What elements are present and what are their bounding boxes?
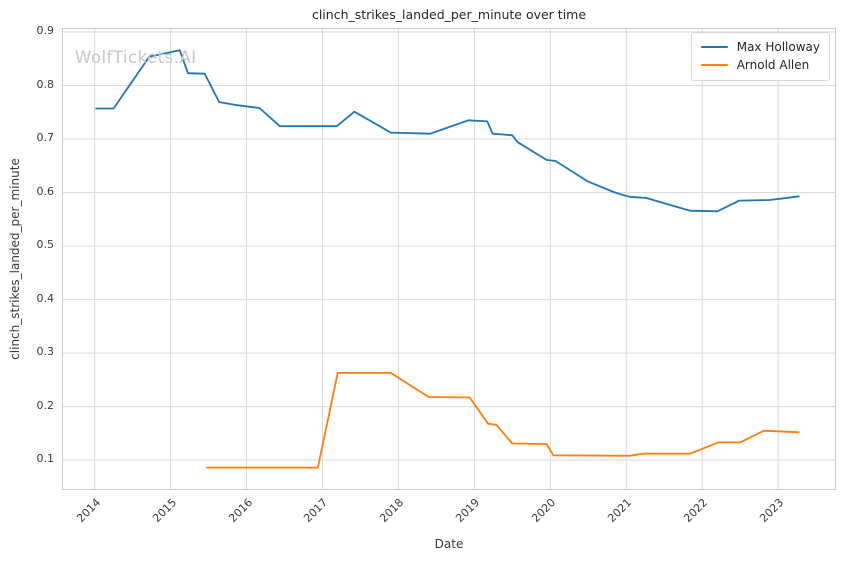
- x-axis-label: Date: [434, 537, 464, 551]
- x-tick-label: 2017: [301, 496, 331, 525]
- series-line-arnold-allen: [206, 371, 800, 469]
- x-tick-label: 2019: [453, 496, 483, 525]
- chart-title: clinch_strikes_landed_per_minute over ti…: [311, 7, 587, 22]
- x-tick-label: 2021: [605, 496, 635, 525]
- legend-label-max-holloway: Max Holloway: [736, 40, 820, 54]
- y-tick-label: 0.5: [36, 238, 55, 252]
- series-line-max-holloway: [95, 49, 800, 213]
- plot-area: WolfTickets.AI: [62, 28, 836, 490]
- y-tick-label: 0.9: [36, 23, 55, 37]
- plot-canvas: [63, 29, 835, 489]
- legend-line-swatch-blue: [700, 46, 728, 48]
- x-tick-label: 2022: [681, 496, 711, 525]
- y-tick-label: 0.3: [36, 345, 55, 359]
- y-tick-label: 0.2: [36, 398, 55, 412]
- legend-label-arnold-allen: Arnold Allen: [736, 58, 810, 72]
- x-tick-label: 2016: [225, 496, 255, 525]
- y-tick-label: 0.1: [36, 452, 55, 466]
- y-tick-label: 0.6: [36, 184, 55, 198]
- legend-item-max-holloway: Max Holloway: [700, 38, 820, 56]
- x-tick-label: 2020: [529, 496, 559, 525]
- legend-item-arnold-allen: Arnold Allen: [700, 56, 820, 74]
- y-tick-label: 0.7: [36, 131, 55, 145]
- legend: Max Holloway Arnold Allen: [690, 32, 830, 81]
- y-tick-label: 0.8: [36, 77, 55, 91]
- legend-line-swatch-orange: [700, 64, 728, 66]
- x-tick-label: 2015: [149, 496, 179, 525]
- x-tick-label: 2014: [73, 496, 103, 525]
- x-tick-label: 2023: [757, 496, 787, 525]
- y-tick-label: 0.4: [36, 291, 55, 305]
- x-tick-label: 2018: [377, 496, 407, 525]
- watermark: WolfTickets.AI: [75, 48, 197, 67]
